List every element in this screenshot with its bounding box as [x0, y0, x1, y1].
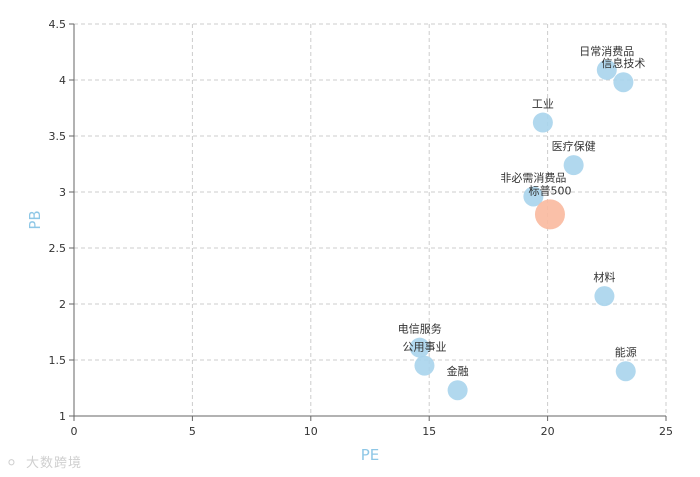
- x-axis-title: PE: [361, 446, 380, 464]
- y-axis-title: PB: [26, 210, 44, 229]
- y-tick-label: 3: [59, 186, 66, 199]
- data-point: [615, 361, 636, 382]
- data-point: [414, 355, 435, 376]
- data-point-label: 能源: [615, 345, 637, 359]
- x-tick-label: 25: [659, 425, 673, 438]
- data-point: [594, 286, 615, 307]
- data-point-label: 公用事业: [402, 341, 446, 354]
- data-point: [534, 199, 565, 230]
- x-tick-label: 20: [541, 425, 555, 438]
- data-point: [563, 155, 584, 176]
- data-point-label: 医疗保健: [552, 139, 596, 153]
- x-tick-label: 5: [189, 425, 196, 438]
- data-point: [613, 72, 634, 93]
- y-tick-label: 3.5: [49, 130, 67, 143]
- grid: [74, 23, 667, 416]
- y-tick-label: 4: [59, 74, 66, 87]
- axes: [69, 23, 667, 421]
- data-point: [596, 59, 617, 80]
- tick-labels: 0 5 10 15 20 25 1 1.5 2 2.5 3 3.5 4 4.5: [49, 18, 674, 438]
- y-tick-label: 1: [59, 410, 66, 423]
- y-tick-label: 2: [59, 298, 66, 311]
- data-point-label: 标普500: [528, 183, 571, 197]
- x-tick-label: 0: [71, 425, 78, 438]
- watermark-text: 大数跨境: [26, 456, 83, 471]
- data-point: [447, 380, 468, 401]
- data-point-label: 日常消费品: [579, 44, 634, 58]
- data-point: [523, 186, 544, 207]
- data-point-label: 金融: [447, 364, 469, 378]
- data-point-label: 非必需消费品: [500, 170, 566, 184]
- x-tick-label: 15: [422, 425, 436, 438]
- data-point-label: 信息技术: [601, 56, 645, 70]
- watermark-logo-icon: ⚪: [6, 456, 18, 471]
- y-tick-label: 1.5: [49, 354, 67, 367]
- data-point-label: 电信服务: [398, 323, 442, 336]
- data-point: [409, 337, 430, 358]
- y-tick-label: 4.5: [49, 18, 67, 31]
- watermark: ⚪ 大数跨境: [6, 452, 82, 471]
- x-tick-label: 10: [304, 425, 318, 438]
- data-point: [532, 112, 553, 133]
- data-point-label: 材料: [593, 270, 615, 284]
- data-point-label: 工业: [532, 98, 554, 111]
- y-tick-label: 2.5: [49, 242, 67, 255]
